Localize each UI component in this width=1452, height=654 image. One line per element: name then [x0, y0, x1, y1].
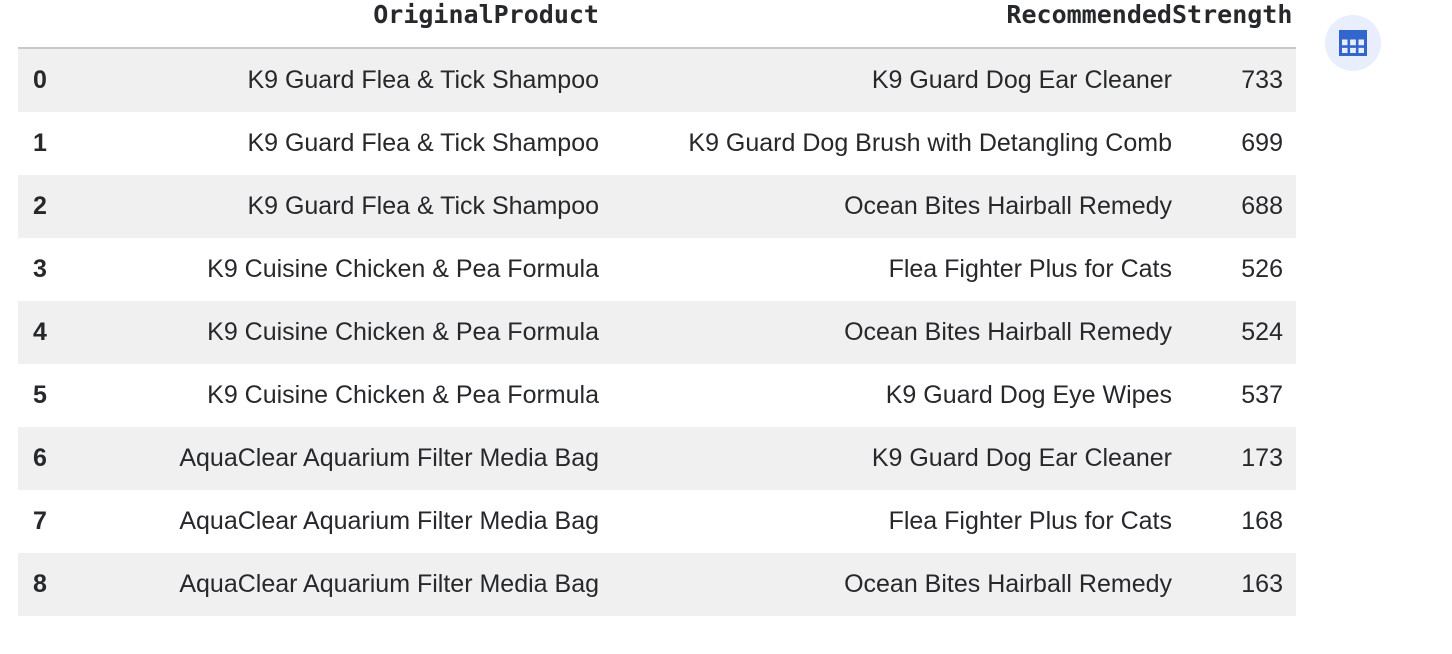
table-row: 5 K9 Cuisine Chicken & Pea Formula K9 Guar…: [18, 364, 1296, 427]
table-cell-strength: 699: [1172, 112, 1296, 175]
table-row: 0 K9 Guard Flea & Tick Shampoo K9 Guard Do…: [18, 48, 1296, 112]
table-cell-strength: 526: [1172, 238, 1296, 301]
table-row: 4 K9 Cuisine Chicken & Pea Formula Ocean B…: [18, 301, 1296, 364]
table-cell-original-product: K9 Cuisine Chicken & Pea Formula: [62, 238, 599, 301]
table-cell-strength: 163: [1172, 553, 1296, 616]
table-row: 3 K9 Cuisine Chicken & Pea Formula Flea Fi…: [18, 238, 1296, 301]
table-cell-strength: 688: [1172, 175, 1296, 238]
table-cell-original-product: K9 Cuisine Chicken & Pea Formula: [62, 364, 599, 427]
table-row: 2 K9 Guard Flea & Tick Shampoo Ocean Bites…: [18, 175, 1296, 238]
table-grid-icon: [1338, 28, 1368, 58]
table-body: 0 K9 Guard Flea & Tick Shampoo K9 Guard Do…: [18, 48, 1296, 616]
table-header: OriginalProduct Recommended Strength: [18, 0, 1296, 48]
table-cell-recommended: Ocean Bites Hairball Remedy: [599, 301, 1172, 364]
table-cell-index: 5: [18, 364, 62, 427]
table-cell-recommended: Flea Fighter Plus for Cats: [599, 490, 1172, 553]
table-cell-recommended: K9 Guard Dog Eye Wipes: [599, 364, 1172, 427]
table-cell-index: 0: [18, 48, 62, 112]
table-header-row: OriginalProduct Recommended Strength: [18, 0, 1296, 48]
table-cell-strength: 537: [1172, 364, 1296, 427]
table-cell-index: 1: [18, 112, 62, 175]
table-row: 6 AquaClear Aquarium Filter Media Bag K9 G…: [18, 427, 1296, 490]
table-cell-original-product: K9 Guard Flea & Tick Shampoo: [62, 112, 599, 175]
table-cell-index: 7: [18, 490, 62, 553]
table-cell-original-product: AquaClear Aquarium Filter Media Bag: [62, 553, 599, 616]
table-cell-recommended: Flea Fighter Plus for Cats: [599, 238, 1172, 301]
table-cell-original-product: AquaClear Aquarium Filter Media Bag: [62, 427, 599, 490]
table-cell-recommended: Ocean Bites Hairball Remedy: [599, 175, 1172, 238]
dataframe-table: OriginalProduct Recommended Strength 0 K9…: [18, 0, 1296, 616]
table-row: 8 AquaClear Aquarium Filter Media Bag Ocea…: [18, 553, 1296, 616]
table-row: 1 K9 Guard Flea & Tick Shampoo K9 Guard Do…: [18, 112, 1296, 175]
table-cell-index: 8: [18, 553, 62, 616]
table-cell-strength: 173: [1172, 427, 1296, 490]
table-cell-recommended: K9 Guard Dog Ear Cleaner: [599, 48, 1172, 112]
column-header-recommended: Recommended: [599, 0, 1172, 48]
table-cell-index: 2: [18, 175, 62, 238]
table-cell-original-product: AquaClear Aquarium Filter Media Bag: [62, 490, 599, 553]
table-grid-icon-button[interactable]: [1325, 15, 1381, 71]
table-cell-recommended: Ocean Bites Hairball Remedy: [599, 553, 1172, 616]
table-cell-index: 6: [18, 427, 62, 490]
column-header-original-product: OriginalProduct: [62, 0, 599, 48]
table-cell-strength: 524: [1172, 301, 1296, 364]
table-row: 7 AquaClear Aquarium Filter Media Bag Flea…: [18, 490, 1296, 553]
table-cell-recommended: K9 Guard Dog Ear Cleaner: [599, 427, 1172, 490]
table-cell-original-product: K9 Guard Flea & Tick Shampoo: [62, 48, 599, 112]
table-cell-index: 4: [18, 301, 62, 364]
table-cell-recommended: K9 Guard Dog Brush with Detangling Comb: [599, 112, 1172, 175]
table-cell-strength: 733: [1172, 48, 1296, 112]
column-header-strength: Strength: [1172, 0, 1296, 48]
table-cell-strength: 168: [1172, 490, 1296, 553]
table-cell-original-product: K9 Guard Flea & Tick Shampoo: [62, 175, 599, 238]
dataframe-table-wrapper: OriginalProduct Recommended Strength 0 K9…: [18, 0, 1296, 616]
table-cell-index: 3: [18, 238, 62, 301]
table-cell-original-product: K9 Cuisine Chicken & Pea Formula: [62, 301, 599, 364]
column-header-index: [18, 0, 62, 48]
